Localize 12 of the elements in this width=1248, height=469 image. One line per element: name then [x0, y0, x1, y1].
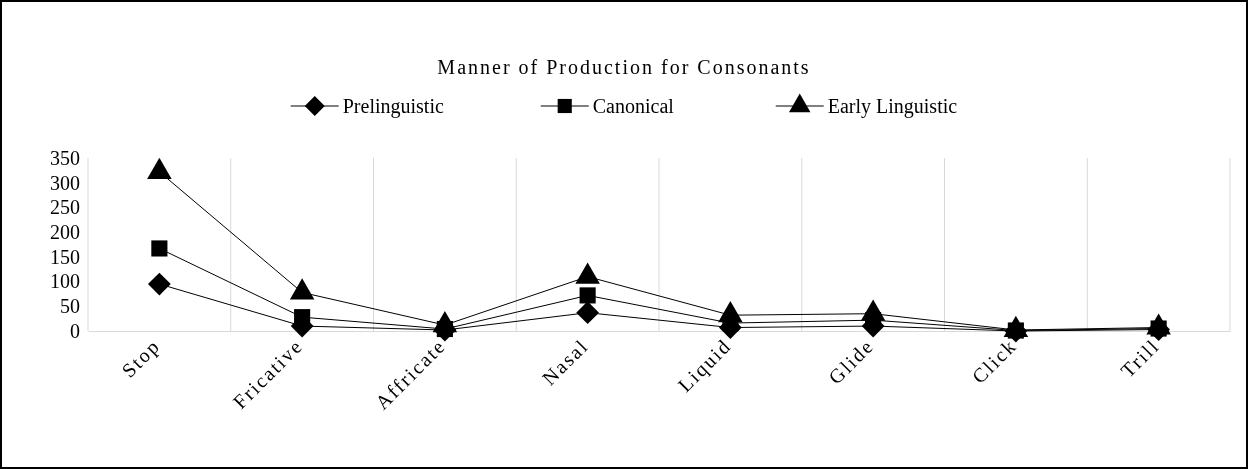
y-tick-label: 350 [50, 146, 80, 169]
y-tick-label: 100 [50, 270, 80, 293]
y-tick-label: 0 [70, 319, 80, 342]
y-tick-label: 50 [60, 295, 80, 318]
legend-label: Early Linguistic [827, 95, 958, 118]
y-tick-label: 300 [50, 171, 80, 194]
chart-title: Manner of Production for Consonants [437, 56, 811, 78]
y-tick-label: 150 [50, 245, 80, 268]
y-tick-label: 250 [50, 196, 80, 219]
legend-label: Prelinguistic [342, 95, 444, 118]
y-tick-label: 200 [50, 221, 80, 244]
legend-label: Canonical [592, 95, 675, 117]
